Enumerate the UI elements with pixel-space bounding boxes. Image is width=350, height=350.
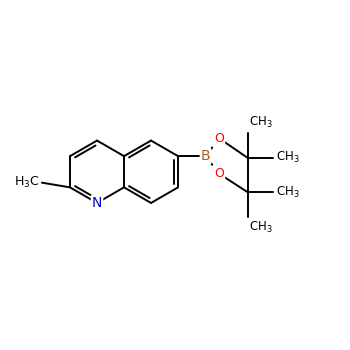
Text: CH$_3$: CH$_3$ (276, 184, 300, 200)
Text: O: O (215, 167, 224, 180)
Text: O: O (215, 132, 224, 145)
Text: B: B (201, 149, 210, 163)
Text: CH$_3$: CH$_3$ (249, 220, 273, 235)
Text: N: N (92, 196, 102, 210)
Text: CH$_3$: CH$_3$ (249, 115, 273, 130)
Text: CH$_3$: CH$_3$ (276, 150, 300, 166)
Text: H$_3$C: H$_3$C (14, 175, 39, 190)
